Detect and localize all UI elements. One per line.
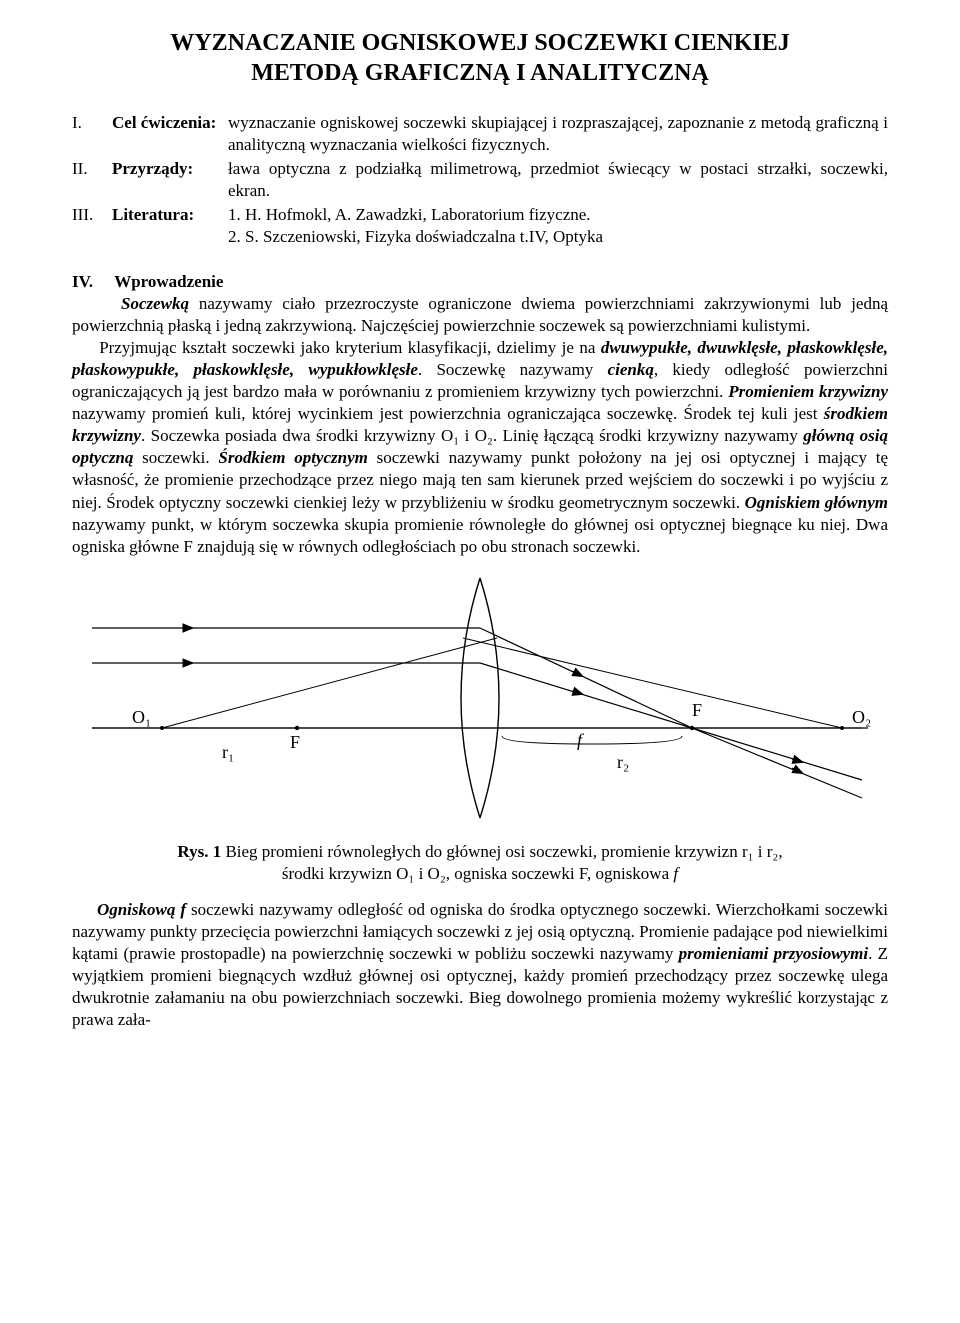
intro-heading: Wprowadzenie <box>114 272 223 291</box>
p2o: nazywamy punkt, w którym soczewka skupia… <box>72 515 888 556</box>
p1-lead: Soczewką <box>121 294 189 313</box>
value-ii: ława optyczna z podziałką milimetrową, p… <box>228 158 888 202</box>
p2c: . Soczewkę nazywamy <box>418 360 608 379</box>
cap-line1b: Bieg promieni równoległych do głównej os… <box>221 842 782 861</box>
intro-paragraphs: Soczewką nazywamy ciało przezroczyste og… <box>72 293 888 558</box>
label-F1: F <box>290 732 300 752</box>
p2d: cienką <box>608 360 654 379</box>
value-iii: 1. H. Hofmokl, A. Zawadzki, Laboratorium… <box>228 204 888 248</box>
p2g: nazywamy promień kuli, której wycinkiem … <box>72 404 824 423</box>
roman-ii: II. <box>72 158 112 202</box>
section-list: I. Cel ćwiczenia: wyznaczanie ogniskowej… <box>72 112 888 249</box>
lit-line-2: 2. S. Szczeniowski, Fizyka doświadczalna… <box>228 227 603 246</box>
p2l: Środkiem optycznym <box>218 448 367 467</box>
figure-caption: Rys. 1 Bieg promieni równoległych do głó… <box>72 841 888 885</box>
cap-rys: Rys. 1 <box>177 842 221 861</box>
roman-iii: III. <box>72 204 112 248</box>
label-i: Cel ćwiczenia: <box>112 112 228 156</box>
p1: Soczewką nazywamy ciało przezroczyste og… <box>72 294 888 335</box>
document-page: WYZNACZANIE OGNISKOWEJ SOCZEWKI CIENKIEJ… <box>0 0 960 1062</box>
p2k: soczewki. <box>133 448 218 467</box>
closing-paragraph: Ogniskową f soczewki nazywamy odległość … <box>72 899 888 1032</box>
p2f: Promieniem krzywizny <box>728 382 888 401</box>
page-title: WYZNACZANIE OGNISKOWEJ SOCZEWKI CIENKIEJ… <box>72 28 888 88</box>
label-O1: O₁ <box>132 707 151 727</box>
roman-i: I. <box>72 112 112 156</box>
p2a: Przyjmując kształt soczewki jako kryteri… <box>99 338 601 357</box>
title-line-2: METODĄ GRAFICZNĄ I ANALITYCZNĄ <box>251 60 709 86</box>
close-a: Ogniskową f <box>97 900 186 919</box>
intro-heading-row: IV. Wprowadzenie <box>72 271 888 293</box>
p2: Przyjmując kształt soczewki jako kryteri… <box>72 338 888 556</box>
title-line-1: WYZNACZANIE OGNISKOWEJ SOCZEWKI CIENKIEJ <box>170 30 789 56</box>
close-c: promieniami przyosiowymi <box>679 944 868 963</box>
label-iii: Literatura: <box>112 204 228 248</box>
lens-svg: O₁ O₂ F F r₁ r₂ f <box>72 568 888 828</box>
section-iii: III. Literatura: 1. H. Hofmokl, A. Zawad… <box>72 204 888 248</box>
lens-diagram: O₁ O₂ F F r₁ r₂ f <box>72 568 888 833</box>
lit-line-1: 1. H. Hofmokl, A. Zawadzki, Laboratorium… <box>228 205 591 224</box>
label-F2: F <box>692 700 702 720</box>
cap-line2: środki krzywizn O₁ i O₂, ogniska soczewk… <box>282 864 674 883</box>
cap-f: f <box>673 864 678 883</box>
p1-body: nazywamy ciało przezroczyste ograniczone… <box>72 294 888 335</box>
label-O2: O₂ <box>852 707 871 727</box>
label-ii: Przyrządy: <box>112 158 228 202</box>
roman-iv: IV. <box>72 272 93 291</box>
label-r1: r₁ <box>222 742 234 762</box>
section-i: I. Cel ćwiczenia: wyznaczanie ogniskowej… <box>72 112 888 156</box>
value-i: wyznaczanie ogniskowej soczewki skupiają… <box>228 112 888 156</box>
p2i: . Soczewka posiada dwa środki krzywizny … <box>141 426 803 445</box>
section-ii: II. Przyrządy: ława optyczna z podziałką… <box>72 158 888 202</box>
label-r2: r₂ <box>617 752 629 772</box>
label-f: f <box>577 730 585 750</box>
p2n: Ogniskiem głównym <box>745 493 888 512</box>
